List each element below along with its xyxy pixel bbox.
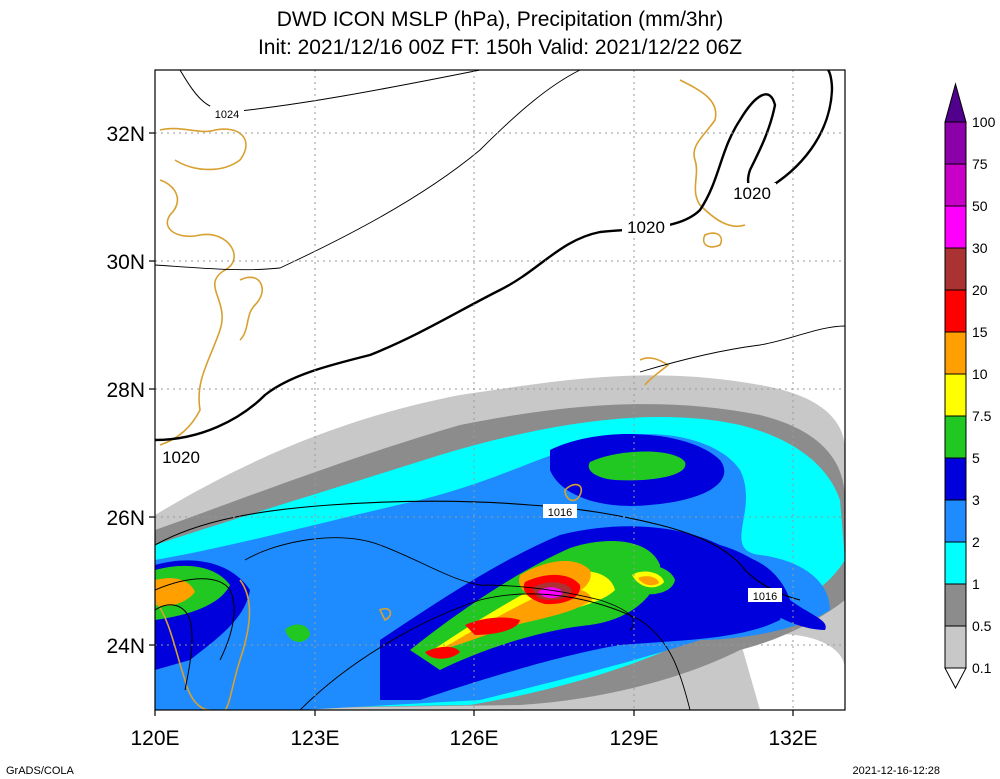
- lon-label-132e: 132E: [768, 727, 817, 750]
- colorbar-label: 5: [972, 450, 980, 466]
- colorbar-label: 7.5: [972, 408, 992, 424]
- latitude-labels: 32N 30N 28N 26N 24N: [106, 123, 145, 658]
- lon-label-126e: 126E: [449, 727, 498, 750]
- colorbar-label: 1: [972, 576, 980, 592]
- lon-label-129e: 129E: [609, 727, 658, 750]
- isobar-labels: 1024 1020 1020 1020 1016 1016: [157, 106, 782, 603]
- footer-timestamp: 2021-12-16-12:28: [852, 765, 940, 777]
- footer-software: GrADS/COLA: [6, 765, 74, 777]
- lon-label-120e: 120E: [130, 727, 179, 750]
- colorbar-bottom-arrow: [944, 667, 967, 690]
- lat-label-24n: 24N: [106, 635, 145, 658]
- lat-label-32n: 32N: [106, 123, 145, 146]
- lat-label-28n: 28N: [106, 379, 145, 402]
- colorbar-swatch: [944, 373, 967, 417]
- colorbar-swatch: [944, 457, 967, 501]
- colorbar-label: 10: [972, 366, 988, 382]
- lat-label-26n: 26N: [106, 507, 145, 530]
- lat-label-30n: 30N: [106, 251, 145, 274]
- colorbar-label: 3: [972, 492, 980, 508]
- axis-ticks: [149, 132, 794, 716]
- colorbar-swatch: [944, 205, 967, 249]
- colorbar-swatch: [944, 415, 967, 459]
- colorbar-label: 20: [972, 282, 988, 298]
- isobar-label-1016-east: 1016: [753, 591, 777, 603]
- colorbar-swatch: [944, 583, 967, 627]
- colorbar-label: 75: [972, 156, 988, 172]
- colorbar-label: 0.1: [972, 660, 992, 676]
- colorbar-label: 15: [972, 324, 988, 340]
- colorbar-swatch: [944, 289, 967, 333]
- chart-title-line1: DWD ICON MSLP (hPa), Precipitation (mm/3…: [276, 8, 724, 31]
- colorbar-label: 50: [972, 198, 988, 214]
- chart-title-line2: Init: 2021/12/16 00Z FT: 150h Valid: 202…: [257, 36, 743, 59]
- isobar-label-1024: 1024: [215, 109, 239, 121]
- colorbar-label: 0.5: [972, 618, 992, 634]
- colorbar-swatch: [944, 163, 967, 207]
- colorbar-swatch: [944, 331, 967, 375]
- colorbar-label: 100: [972, 114, 996, 130]
- isobar-label-1016-center: 1016: [548, 507, 572, 519]
- isobar-label-1020-west: 1020: [162, 448, 200, 467]
- longitude-labels: 120E 123E 126E 129E 132E: [130, 727, 817, 750]
- isobar-label-1020-center: 1020: [627, 218, 665, 237]
- colorbar: 100 75 50 30 20 15 10 7.5 5 3 2 1 0.5 0.1: [944, 82, 996, 690]
- colorbar-label: 30: [972, 240, 988, 256]
- colorbar-swatch: [944, 247, 967, 291]
- colorbar-top-arrow: [944, 82, 967, 123]
- isobar-label-1020-east: 1020: [733, 184, 771, 203]
- map-frame: [154, 69, 846, 711]
- colorbar-label: 2: [972, 534, 980, 550]
- colorbar-swatch: [944, 541, 967, 585]
- lon-label-123e: 123E: [290, 727, 339, 750]
- colorbar-swatch: [944, 625, 967, 669]
- colorbar-swatch: [944, 499, 967, 543]
- colorbar-swatch: [944, 121, 967, 165]
- coastlines: [155, 79, 746, 710]
